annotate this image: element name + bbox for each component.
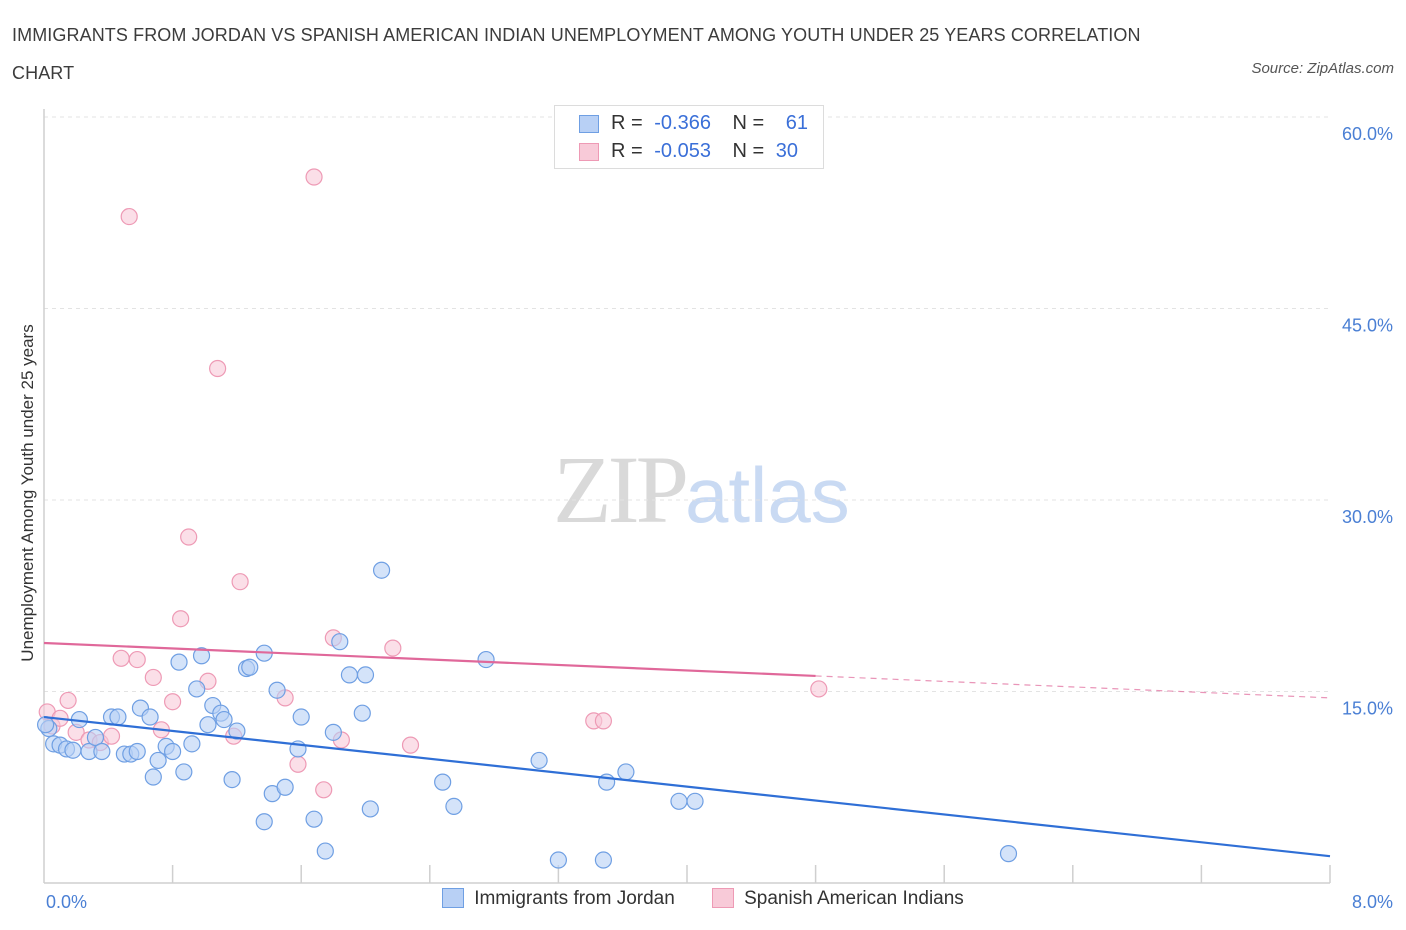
- data-point-jordan: [37, 716, 55, 734]
- n-label: N =: [732, 112, 765, 134]
- source-label: Source: ZipAtlas.com: [1251, 60, 1394, 77]
- y-tick-label: 45.0%: [1342, 316, 1393, 336]
- data-point-jordan: [276, 778, 294, 796]
- r-value: -0.053: [654, 140, 711, 162]
- data-point-jordan: [109, 708, 127, 726]
- legend-item-spanish-american-indians: Spanish American Indians: [712, 888, 964, 910]
- data-point-spanish-american-indians: [810, 680, 828, 698]
- data-point-jordan: [223, 770, 241, 789]
- data-point-jordan: [175, 763, 193, 781]
- y-axis-label: Unemployment Among Youth under 25 years: [18, 324, 37, 661]
- data-point-jordan: [199, 716, 217, 734]
- data-point-jordan: [477, 650, 495, 669]
- trend-line-pink: [43, 641, 816, 678]
- data-point-spanish-american-indians: [180, 528, 198, 546]
- data-point-jordan: [331, 633, 349, 651]
- data-point-jordan: [255, 813, 273, 831]
- data-point-jordan: [188, 680, 206, 698]
- data-point-jordan: [305, 810, 323, 828]
- data-point-spanish-american-indians: [384, 639, 402, 657]
- legend-label: Immigrants from Jordan: [474, 888, 675, 909]
- data-point-jordan: [93, 742, 111, 761]
- legend-row-jordan: R = -0.366 N = 61: [579, 112, 808, 138]
- data-point-jordan: [999, 845, 1018, 863]
- data-point-jordan: [141, 708, 159, 726]
- data-point-spanish-american-indians: [112, 649, 130, 667]
- data-point-spanish-american-indians: [164, 693, 182, 711]
- r-label: R =: [611, 140, 643, 162]
- data-point-spanish-american-indians: [209, 359, 227, 378]
- data-point-jordan: [617, 763, 635, 781]
- legend-swatch-pink: [579, 142, 599, 161]
- data-point-jordan: [353, 704, 371, 722]
- legend-swatch-blue: [579, 114, 599, 133]
- data-point-jordan: [594, 851, 613, 869]
- data-point-jordan: [356, 666, 375, 684]
- r-value: -0.366: [654, 112, 711, 134]
- data-point-spanish-american-indians: [305, 168, 323, 186]
- data-point-spanish-american-indians: [594, 712, 613, 730]
- trend-line-extension-pink: [815, 675, 1331, 699]
- data-point-jordan: [64, 741, 82, 759]
- watermark: ZIPatlas: [553, 440, 850, 545]
- data-point-spanish-american-indians: [128, 650, 146, 669]
- legend-row-spanish-american-indians: R = -0.053 N = 30: [579, 140, 798, 166]
- data-point-spanish-american-indians: [102, 727, 121, 745]
- data-point-jordan: [268, 681, 286, 699]
- data-point-jordan: [292, 708, 310, 726]
- data-point-jordan: [128, 742, 146, 761]
- data-point-jordan: [149, 751, 167, 770]
- data-point-jordan: [228, 722, 246, 740]
- data-point-jordan: [670, 792, 688, 810]
- legend-swatch-blue: [442, 888, 465, 908]
- data-point-jordan: [549, 851, 568, 869]
- y-tick-label: 60.0%: [1342, 124, 1393, 144]
- data-point-spanish-american-indians: [401, 736, 420, 754]
- data-point-jordan: [192, 647, 211, 665]
- data-point-jordan: [86, 728, 105, 747]
- y-tick-label: 30.0%: [1342, 507, 1393, 527]
- data-point-jordan: [324, 723, 342, 741]
- y-tick-label: 15.0%: [1342, 699, 1393, 719]
- legend-label: Spanish American Indians: [744, 888, 964, 909]
- data-point-jordan: [372, 561, 391, 579]
- x-tick-label: 8.0%: [1352, 892, 1393, 912]
- n-value: 30: [775, 140, 799, 162]
- trend-line-blue: [43, 715, 1331, 858]
- data-point-jordan: [170, 653, 188, 671]
- n-value: 61: [785, 112, 809, 134]
- chart-title: IMMIGRANTS FROM JORDAN VS SPANISH AMERIC…: [12, 25, 1141, 83]
- series-legend: Immigrants from Jordan Spanish American …: [0, 888, 1406, 910]
- data-point-jordan: [686, 792, 704, 810]
- watermark-zip: ZIP: [553, 436, 689, 543]
- data-point-spanish-american-indians: [59, 691, 77, 710]
- data-point-jordan: [241, 658, 259, 676]
- data-point-jordan: [340, 666, 359, 684]
- data-point-jordan: [183, 735, 201, 753]
- data-point-jordan: [144, 768, 162, 786]
- data-point-jordan: [530, 751, 548, 770]
- n-label: N =: [732, 140, 765, 162]
- data-point-spanish-american-indians: [144, 668, 162, 687]
- correlation-legend: R = -0.366 N = 61 R = -0.053 N = 30: [554, 105, 824, 169]
- data-point-spanish-american-indians: [315, 781, 333, 799]
- data-point-spanish-american-indians: [120, 207, 138, 226]
- data-point-spanish-american-indians: [289, 755, 307, 773]
- data-point-jordan: [434, 773, 452, 791]
- x-tick-label: 0.0%: [46, 892, 87, 912]
- data-point-spanish-american-indians: [172, 610, 190, 628]
- legend-item-jordan: Immigrants from Jordan: [442, 888, 675, 910]
- data-point-jordan: [164, 742, 182, 761]
- data-point-jordan: [445, 797, 463, 816]
- r-label: R =: [611, 112, 643, 134]
- legend-swatch-pink: [712, 888, 735, 908]
- data-point-jordan: [215, 710, 233, 729]
- data-point-spanish-american-indians: [231, 573, 249, 591]
- data-point-jordan: [316, 842, 334, 860]
- data-point-jordan: [361, 800, 379, 818]
- watermark-atlas: atlas: [685, 451, 850, 539]
